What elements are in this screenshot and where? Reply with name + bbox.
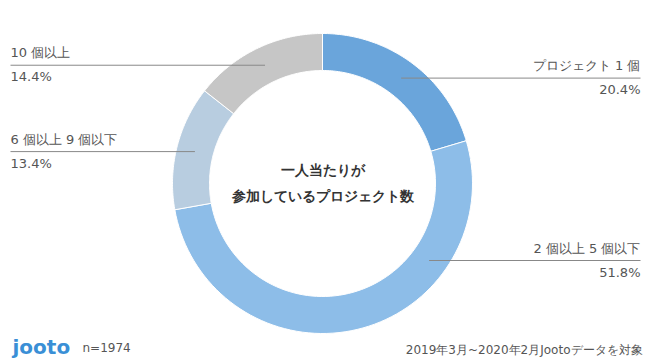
svg-text:10 個以上: 10 個以上 [11, 45, 71, 60]
svg-text:プロジェクト 1 個: プロジェクト 1 個 [533, 58, 641, 73]
svg-text:参加しているプロジェクト数: 参加しているプロジェクト数 [231, 188, 415, 204]
svg-text:13.4%: 13.4% [11, 156, 52, 171]
svg-text:14.4%: 14.4% [11, 69, 52, 84]
svg-text:2019年3月~2020年2月Jootoデータを対象: 2019年3月~2020年2月Jootoデータを対象 [406, 343, 643, 357]
svg-text:6 個以上 9 個以下: 6 個以上 9 個以下 [11, 132, 118, 147]
svg-text:jooto: jooto [12, 335, 71, 359]
svg-text:51.8%: 51.8% [599, 265, 640, 280]
svg-text:20.4%: 20.4% [599, 82, 640, 97]
svg-text:n=1974: n=1974 [83, 341, 131, 355]
svg-text:2 個以上 5 個以下: 2 個以上 5 個以下 [534, 241, 641, 256]
svg-text:一人当たりが: 一人当たりが [281, 162, 366, 178]
